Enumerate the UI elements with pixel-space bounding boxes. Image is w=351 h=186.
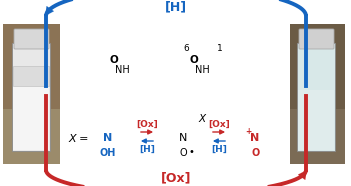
Text: O: O — [252, 148, 260, 158]
Bar — [297, 43, 335, 151]
Bar — [12, 43, 50, 151]
Text: NH: NH — [194, 65, 210, 75]
FancyBboxPatch shape — [3, 24, 60, 164]
Bar — [13, 70, 49, 150]
Text: •: • — [188, 147, 194, 157]
Text: N: N — [104, 133, 113, 143]
Text: [Ox]: [Ox] — [208, 120, 230, 129]
Text: N: N — [250, 133, 260, 143]
Text: [Ox]: [Ox] — [136, 120, 158, 129]
Bar — [13, 66, 49, 86]
FancyBboxPatch shape — [299, 29, 334, 49]
Text: 6: 6 — [183, 44, 189, 53]
Text: [Ox]: [Ox] — [161, 171, 191, 185]
Bar — [298, 90, 334, 150]
Text: X =: X = — [68, 134, 88, 144]
Bar — [62, 8, 290, 168]
Text: [H]: [H] — [139, 145, 155, 154]
Text: OH: OH — [100, 148, 116, 158]
Text: [H]: [H] — [165, 1, 187, 14]
FancyBboxPatch shape — [288, 24, 345, 164]
Text: 1: 1 — [217, 44, 223, 53]
Text: O: O — [109, 55, 118, 65]
Text: NH: NH — [115, 65, 130, 75]
Text: N: N — [179, 133, 187, 143]
FancyBboxPatch shape — [14, 29, 49, 49]
Bar — [3, 109, 60, 164]
Bar — [288, 109, 345, 164]
Text: O: O — [179, 148, 187, 158]
Text: +: + — [245, 127, 251, 136]
Text: [H]: [H] — [211, 145, 227, 154]
Text: X: X — [198, 114, 206, 124]
Text: O: O — [190, 55, 198, 65]
